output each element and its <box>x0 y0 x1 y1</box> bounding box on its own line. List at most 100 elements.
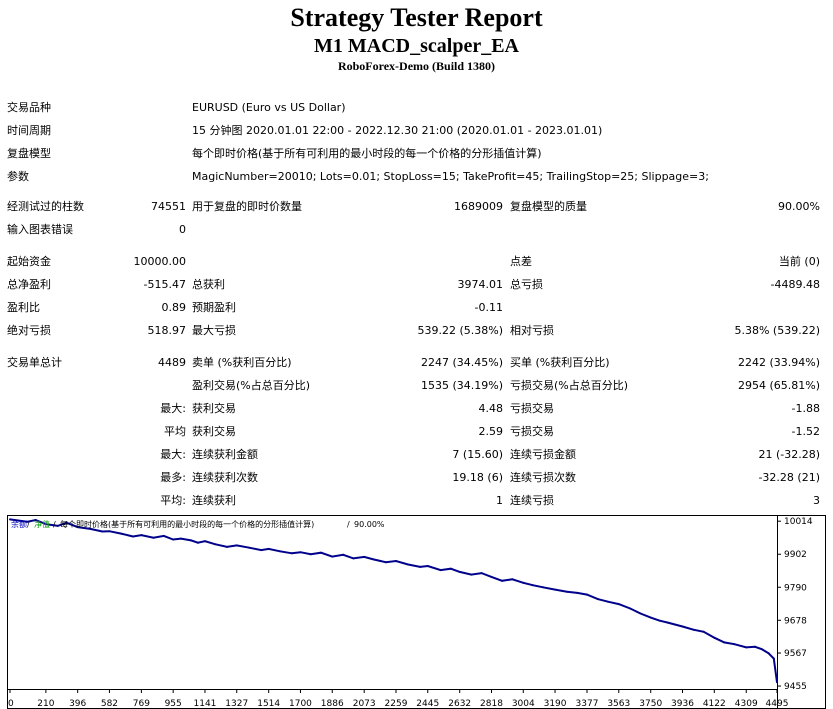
x-tick-label: 396 <box>69 699 86 709</box>
balance-point <box>101 530 104 533</box>
balance-point <box>458 570 461 573</box>
x-tick-label: 1327 <box>225 699 248 709</box>
balance-point <box>439 569 442 572</box>
legend-balance: 余额 <box>11 519 27 529</box>
balance-point <box>449 567 452 570</box>
balance-point <box>299 551 302 554</box>
gross-loss-label: 总亏损 <box>510 278 543 291</box>
server-build: RoboForex-Demo (Build 1380) <box>337 59 496 73</box>
x-tick-label: 1886 <box>321 699 344 709</box>
x-tick-label: 2259 <box>385 699 408 709</box>
balance-point <box>480 572 483 575</box>
stat-row-label: 连续亏损金额 <box>510 448 576 461</box>
balance-point <box>309 553 312 556</box>
stat-row-prefix: 最多: <box>160 471 186 484</box>
maximal-drawdown-value: 539.22 (5.38%) <box>417 324 503 337</box>
balance-point <box>607 600 609 603</box>
balance-line <box>9 518 778 683</box>
stat-row-value: 7 (15.60) <box>452 448 503 461</box>
balance-point <box>214 543 216 546</box>
expert-name: M1 MACD_scalper_EA <box>314 35 519 57</box>
balance-point <box>190 539 193 542</box>
balance-point <box>76 526 79 529</box>
x-tick-label: 2632 <box>448 699 471 709</box>
total-trades-label: 交易单总计 <box>7 356 62 369</box>
x-tick-label: 769 <box>133 699 150 709</box>
balance-point <box>384 561 387 564</box>
balance-point <box>542 586 545 589</box>
x-tick-label: 2073 <box>353 699 376 709</box>
balance-point <box>320 551 322 554</box>
balance-point <box>617 603 620 606</box>
params-label: 参数 <box>7 170 29 183</box>
balance-point <box>120 532 123 535</box>
stat-row-label: 获利交易 <box>192 425 236 438</box>
stat-row-prefix: 最大: <box>160 402 186 415</box>
legend-sep: / <box>53 520 56 529</box>
balance-point <box>260 549 263 552</box>
balance-point <box>522 581 525 584</box>
profit-factor-label: 盈利比 <box>7 301 40 314</box>
x-tick-label: 3190 <box>544 699 567 709</box>
balance-point <box>490 575 493 578</box>
net-profit-label: 总净盈利 <box>7 278 51 291</box>
balance-point <box>419 565 422 568</box>
y-tick-label: 10014 <box>784 517 813 527</box>
long-positions-label: 买单 (%获利百分比) <box>510 356 610 369</box>
absolute-drawdown-label: 绝对亏损 <box>7 324 51 337</box>
profit-trades-label: 盈利交易(%占总百分比) <box>192 379 311 392</box>
deposit-value: 10000.00 <box>133 255 187 268</box>
balance-point <box>531 584 534 587</box>
ticks-label: 用于复盘的即时价数量 <box>192 200 302 213</box>
x-tick-label: 955 <box>165 699 182 709</box>
x-tick-label: 2818 <box>480 699 503 709</box>
stat-row-label: 连续亏损次数 <box>510 471 576 484</box>
balance-point <box>290 552 293 555</box>
balance-point <box>554 588 557 591</box>
x-tick-label: 4122 <box>703 699 726 709</box>
period-value: 15 分钟图 2020.01.01 22:00 - 2022.12.30 21:… <box>192 124 603 137</box>
balance-point <box>172 538 175 541</box>
balance-point <box>226 545 228 548</box>
balance-point <box>204 540 206 543</box>
balance-point <box>639 612 642 615</box>
symbol-value: EURUSD (Euro vs US Dollar) <box>192 101 346 114</box>
balance-chart-svg: 0 210 396 582 769 955 1141 1327 1514 1700 1886 2073… <box>7 515 826 709</box>
loss-trades-value: 2954 (65.81%) <box>737 379 820 392</box>
balance-point <box>767 652 770 655</box>
balance-point <box>65 521 68 524</box>
y-tick-label: 9902 <box>784 550 807 560</box>
balance-point <box>426 565 429 567</box>
balance-point <box>363 555 366 558</box>
model-value: 每个即时价格(基于所有可利用的最小时段的每一个价格的分形插值计算) <box>192 147 542 160</box>
balance-point <box>586 593 588 596</box>
balance-point <box>681 625 684 628</box>
gross-loss-value: -4489.48 <box>770 278 820 291</box>
balance-point <box>342 553 345 556</box>
stat-row-label: 获利交易 <box>192 402 236 415</box>
spread-label: 点差 <box>510 255 532 268</box>
x-tick-label: 4495 <box>766 699 789 709</box>
stat-row-value: 2.59 <box>478 425 504 438</box>
legend-sep: / <box>27 520 30 529</box>
balance-point <box>692 628 695 631</box>
stat-row-value: -32.28 (21) <box>758 471 820 484</box>
x-tick-label: 1141 <box>194 699 217 709</box>
x-tick-label: 210 <box>37 699 54 709</box>
balance-point <box>407 563 410 566</box>
stat-row-label: 连续获利金额 <box>192 448 258 461</box>
y-tick-label: 9678 <box>784 616 807 626</box>
y-tick-label: 9790 <box>784 583 807 593</box>
errors-label: 输入图表错误 <box>7 223 73 236</box>
balance-chart: 0 210 396 582 769 955 1141 1327 1514 1700 1886 2073… <box>7 515 826 709</box>
stat-row-value: 1 <box>496 494 503 507</box>
balance-point <box>162 534 165 537</box>
total-trades-value: 4489 <box>158 356 186 369</box>
balance-point <box>331 555 334 558</box>
profit-factor-value: 0.89 <box>161 301 187 314</box>
expected-payoff-label: 预期盈利 <box>192 301 236 314</box>
relative-drawdown-value: 5.38% (539.22) <box>734 324 820 337</box>
x-tick-label: 3563 <box>607 699 630 709</box>
stat-row-prefix: 平均: <box>160 494 186 507</box>
stat-row-value: 19.18 (6) <box>452 471 503 484</box>
